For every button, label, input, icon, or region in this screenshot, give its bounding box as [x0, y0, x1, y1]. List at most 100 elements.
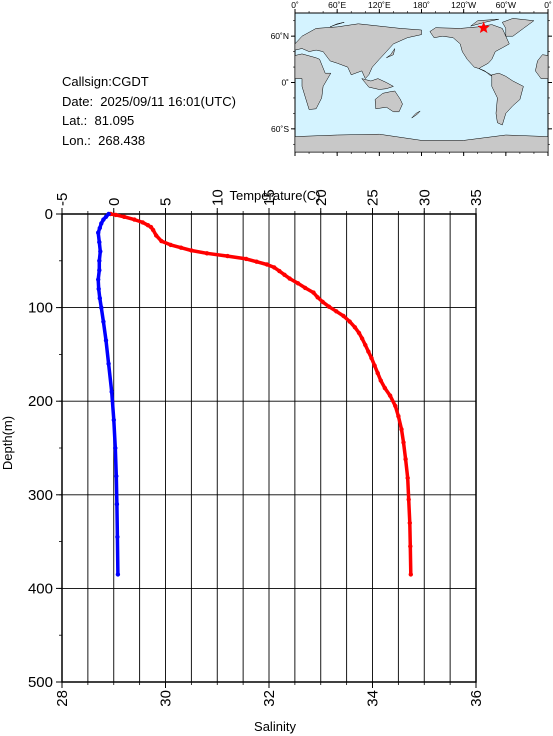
longitude-text: Lon.: 268.438: [62, 132, 146, 148]
temperature-point: [407, 520, 412, 526]
temperature-point: [282, 272, 287, 277]
depth-tick-label: 500: [28, 674, 53, 691]
temperature-point: [396, 414, 401, 419]
temperature-point: [382, 385, 388, 391]
temperature-axis-title: Temperature(C): [229, 188, 320, 203]
land-mass-2: [535, 54, 549, 79]
map-lon-label: 60˚E: [328, 0, 346, 10]
temperature-point: [178, 245, 184, 250]
salinity-point: [114, 502, 120, 507]
salinity-point: [101, 319, 106, 324]
map-lon-label: 180˚: [413, 0, 430, 10]
salinity-point: [106, 211, 111, 217]
salinity-tick-label: 32: [261, 690, 278, 707]
temperature-point: [113, 212, 119, 218]
temperature-point: [359, 336, 365, 341]
temperature-point: [189, 248, 194, 253]
temperature-point: [403, 457, 408, 462]
salinity-point: [97, 258, 102, 263]
temperature-tick-label: 10: [209, 189, 226, 206]
salinity-point: [97, 225, 103, 231]
land-mass-11: [470, 18, 499, 27]
temperature-point: [320, 299, 325, 305]
temperature-point: [378, 378, 383, 383]
temperature-point: [363, 342, 368, 348]
salinity-tick-label: 36: [468, 690, 485, 707]
temperature-point: [352, 325, 358, 330]
land-mass-0: [294, 23, 422, 80]
temperature-tick-label: -5: [54, 193, 71, 206]
salinity-point: [115, 534, 120, 540]
temperature-point: [303, 285, 308, 291]
temperature-point: [168, 242, 173, 248]
depth-tick-label: 200: [28, 393, 53, 410]
salinity-point: [99, 305, 104, 310]
salinity-point: [97, 296, 103, 301]
temperature-tick-label: 35: [468, 189, 485, 206]
salinity-point: [103, 214, 109, 219]
depth-tick-label: 100: [28, 300, 53, 317]
salinity-point: [109, 389, 114, 394]
land-mass-8: [501, 18, 535, 37]
temperature-point: [387, 393, 393, 398]
temperature-point: [204, 251, 210, 256]
temperature-point: [244, 256, 249, 262]
temperature-point: [408, 572, 413, 577]
station-info: Callsign:CGDT Date: 2025/09/11 16:01(UTC…: [62, 72, 236, 150]
salinity-point: [115, 572, 121, 577]
salinity-point: [97, 268, 102, 273]
salinity-point: [96, 277, 101, 282]
depth-tick-label: 300: [28, 487, 53, 504]
temperature-point: [154, 233, 159, 238]
depth-tick-label: 0: [45, 206, 53, 223]
map-lon-label: 120˚W: [451, 0, 476, 10]
land-mass-1: [294, 53, 332, 110]
temperature-point: [315, 295, 320, 300]
salinity-point: [111, 417, 117, 423]
salinity-point: [96, 286, 101, 292]
latitude-text: Lat.: 81.095: [62, 113, 135, 128]
temperature-point: [295, 281, 301, 286]
salinity-point: [96, 230, 101, 235]
temperature-tick-label: 20: [313, 189, 330, 206]
temperature-point: [326, 304, 332, 309]
station-marker-icon: [477, 21, 490, 33]
salinity-point: [103, 338, 109, 343]
salinity-axis-title: Salinity: [254, 719, 296, 734]
salinity-point: [97, 239, 102, 245]
temperature-point: [366, 349, 371, 354]
salinity-tick-label: 34: [365, 690, 382, 707]
map-lon-label: 0˚: [544, 0, 552, 10]
land-mass-5: [386, 48, 396, 59]
temperature-point: [405, 475, 410, 481]
temperature-point: [264, 262, 270, 267]
temperature-point: [372, 363, 377, 368]
temperature-point: [375, 370, 380, 376]
temperature-point: [408, 544, 413, 549]
temperature-point: [150, 227, 156, 233]
salinity-profile-line: [96, 212, 120, 577]
temperature-point: [369, 355, 374, 361]
land-mass-12: [329, 22, 345, 28]
land-mass-13: [411, 110, 421, 119]
date-text: Date: 2025/09/11 16:01(UTC): [62, 93, 236, 109]
temperature-point: [132, 217, 137, 222]
temperature-point: [277, 268, 282, 274]
salinity-point: [98, 249, 103, 254]
temperature-point: [356, 330, 362, 336]
temperature-point: [406, 497, 411, 502]
salinity-point: [113, 445, 118, 451]
salinity-tick-label: 28: [54, 690, 71, 707]
map-lon-label: 0˚: [291, 0, 299, 10]
depth-axis-title: Depth(m): [0, 416, 15, 470]
temperature-point: [254, 259, 259, 264]
land-mass-3: [374, 90, 403, 113]
map-lon-label: 120˚E: [368, 0, 391, 10]
temperature-tick-label: 25: [365, 189, 382, 206]
salinity-point: [106, 361, 111, 366]
temperature-point: [287, 276, 292, 281]
land-mass-9: [491, 72, 524, 126]
salinity-point: [99, 221, 104, 226]
